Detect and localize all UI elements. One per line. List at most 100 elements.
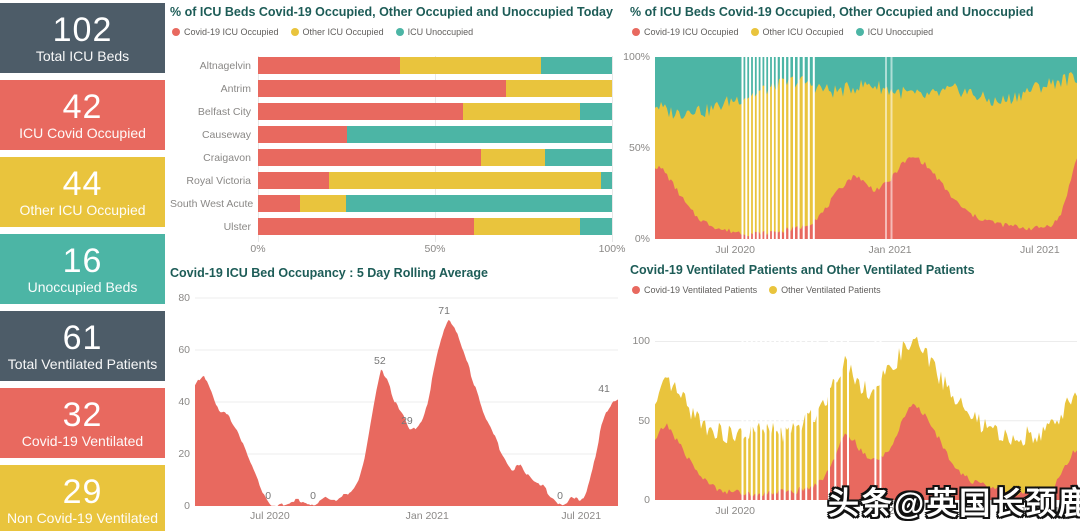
missing-data-stripe: [793, 57, 795, 239]
missing-data-stripe-light: [885, 57, 887, 239]
bar-track: [258, 218, 612, 235]
legend-label: ICU Unoccupied: [407, 27, 474, 37]
missing-data-stripe: [755, 305, 758, 500]
bar-segment-covid-19-icu-occupied[interactable]: [258, 57, 400, 74]
bar-segment-icu-unoccupied[interactable]: [346, 195, 612, 212]
rolling-average-area-chart[interactable]: [195, 297, 618, 506]
legend-dot-icon: [290, 28, 299, 36]
bar-segment-other-icu-occupied[interactable]: [481, 149, 545, 166]
kpi-label: Other ICU Occupied: [19, 201, 146, 218]
missing-data-stripe: [778, 305, 781, 500]
kpi-card-non-covid-19-ventilated[interactable]: 29 Non Covid-19 Ventilated: [0, 465, 165, 531]
bar-segment-other-icu-occupied[interactable]: [328, 172, 602, 189]
legend-label: Other ICU Occupied: [302, 27, 384, 37]
percent-stacked-area-chart[interactable]: [655, 57, 1077, 239]
chart-title-icu-today: % of ICU Beds Covid-19 Occupied, Other O…: [170, 5, 613, 19]
bar-segment-icu-unoccupied[interactable]: [346, 126, 612, 143]
legend-dot-icon: [172, 28, 180, 36]
bar-category-label: Royal Victoria: [186, 174, 251, 187]
missing-data-stripe: [741, 57, 744, 239]
missing-data-stripe: [764, 57, 767, 239]
x-tick-label: 50%: [424, 243, 446, 255]
bar-row-craigavon: Craigavon: [170, 146, 612, 169]
kpi-value: 16: [62, 241, 103, 280]
y-tick-label: 0: [644, 494, 650, 506]
bar-category-label: Ulster: [223, 220, 251, 233]
missing-data-stripe: [745, 57, 748, 239]
bar-segment-covid-19-icu-occupied[interactable]: [258, 126, 347, 143]
bar-segment-covid-19-icu-occupied[interactable]: [258, 195, 301, 212]
x-tick-label: Jul 2020: [715, 505, 756, 517]
bar-segment-other-icu-occupied[interactable]: [505, 80, 612, 97]
missing-data-stripe: [879, 305, 882, 500]
data-label: 0: [310, 490, 316, 502]
bar-category-label: Belfast City: [197, 105, 251, 118]
missing-data-stripe: [807, 57, 810, 239]
bar-segment-other-icu-occupied[interactable]: [300, 195, 347, 212]
missing-data-stripe: [847, 305, 849, 500]
legend-label: Covid-19 ICU Occupied: [184, 27, 279, 37]
kpi-value: 102: [52, 10, 113, 49]
bar-category-label: Causeway: [201, 128, 251, 141]
kpi-value: 32: [62, 395, 103, 434]
bar-segment-icu-unoccupied[interactable]: [544, 149, 612, 166]
kpi-value: 42: [62, 87, 103, 126]
missing-data-stripe: [805, 305, 808, 500]
kpi-card-other-icu-occupied[interactable]: 44 Other ICU Occupied: [0, 157, 165, 227]
kpi-card-total-ventilated-patients[interactable]: 61 Total Ventilated Patients: [0, 311, 165, 381]
missing-data-stripe: [797, 57, 800, 239]
bar-segment-other-icu-occupied[interactable]: [463, 103, 581, 120]
stacked-bar-chart[interactable]: Altnagelvin Antrim Belfast City Causeway Cra…: [170, 54, 612, 238]
y-tick-label: 0%: [634, 233, 650, 245]
bar-segment-covid-19-icu-occupied[interactable]: [258, 103, 464, 120]
covid-occupied-area-series[interactable]: [655, 157, 1077, 239]
bar-segment-icu-unoccupied[interactable]: [580, 103, 612, 120]
covid-ventilated-area-series[interactable]: [655, 403, 1077, 500]
bar-segment-covid-19-icu-occupied[interactable]: [258, 218, 474, 235]
kpi-label: Non Covid-19 Ventilated: [7, 509, 158, 526]
kpi-label: Covid-19 Ventilated: [21, 432, 144, 449]
bar-track: [258, 195, 612, 212]
ventilated-stacked-area-chart[interactable]: [655, 305, 1077, 500]
bar-segment-icu-unoccupied[interactable]: [580, 218, 612, 235]
missing-data-stripe: [874, 305, 877, 500]
y-tick-label: 100: [632, 335, 650, 348]
chart-title-rolling-average: Covid-19 ICU Bed Occupancy : 5 Day Rolli…: [170, 266, 488, 280]
kpi-card-total-icu-beds[interactable]: 102 Total ICU Beds: [0, 3, 165, 73]
bar-segment-covid-19-icu-occupied[interactable]: [258, 80, 506, 97]
bar-segment-other-icu-occupied[interactable]: [473, 218, 581, 235]
kpi-card-covid-19-ventilated[interactable]: 32 Covid-19 Ventilated: [0, 388, 165, 458]
legend-item-covid-19-icu-occupied: Covid-19 ICU Occupied: [632, 27, 739, 37]
bar-segment-icu-unoccupied[interactable]: [601, 172, 612, 189]
bar-segment-icu-unoccupied[interactable]: [541, 57, 612, 74]
data-label: 0: [265, 490, 272, 502]
legend-item-covid-19-icu-occupied: Covid-19 ICU Occupied: [172, 27, 279, 37]
bar-segment-covid-19-icu-occupied[interactable]: [258, 149, 482, 166]
legend-ventilated: Covid-19 Ventilated Patients Other Ventil…: [632, 285, 881, 295]
bar-track: [258, 126, 612, 143]
bar-segment-other-icu-occupied[interactable]: [399, 57, 542, 74]
y-tick-label: 20: [178, 448, 190, 460]
x-tick-label: Jul 2021: [1020, 505, 1060, 517]
kpi-card-icu-covid-occupied[interactable]: 42 ICU Covid Occupied: [0, 80, 165, 150]
x-tick-label: Jan 2021: [405, 510, 449, 522]
bar-category-label: South West Acute: [170, 197, 254, 210]
missing-data-stripe: [788, 305, 791, 500]
kpi-label: Total ICU Beds: [35, 47, 130, 64]
y-tick-label: 50: [638, 414, 650, 427]
data-label: 71: [438, 305, 450, 318]
missing-data-stripe: [760, 57, 763, 239]
legend-item-icu-unoccupied: ICU Unoccupied: [395, 27, 474, 37]
missing-data-stripe: [764, 305, 767, 500]
kpi-card-unoccupied-beds[interactable]: 16 Unoccupied Beds: [0, 234, 165, 304]
bar-segment-covid-19-icu-occupied[interactable]: [258, 172, 329, 189]
y-tick-label: 50%: [628, 142, 650, 154]
covid-icu-occupancy-area-series[interactable]: [195, 320, 618, 506]
x-tick-label: 0%: [250, 243, 266, 255]
missing-data-stripe: [834, 305, 837, 500]
missing-data-stripe: [816, 305, 819, 500]
missing-data-stripe: [741, 305, 744, 500]
bar-row-causeway: Causeway: [170, 123, 612, 146]
chart-title-icu-timeline: % of ICU Beds Covid-19 Occupied, Other O…: [630, 5, 1034, 19]
bar-row-royal-victoria: Royal Victoria: [170, 169, 612, 192]
